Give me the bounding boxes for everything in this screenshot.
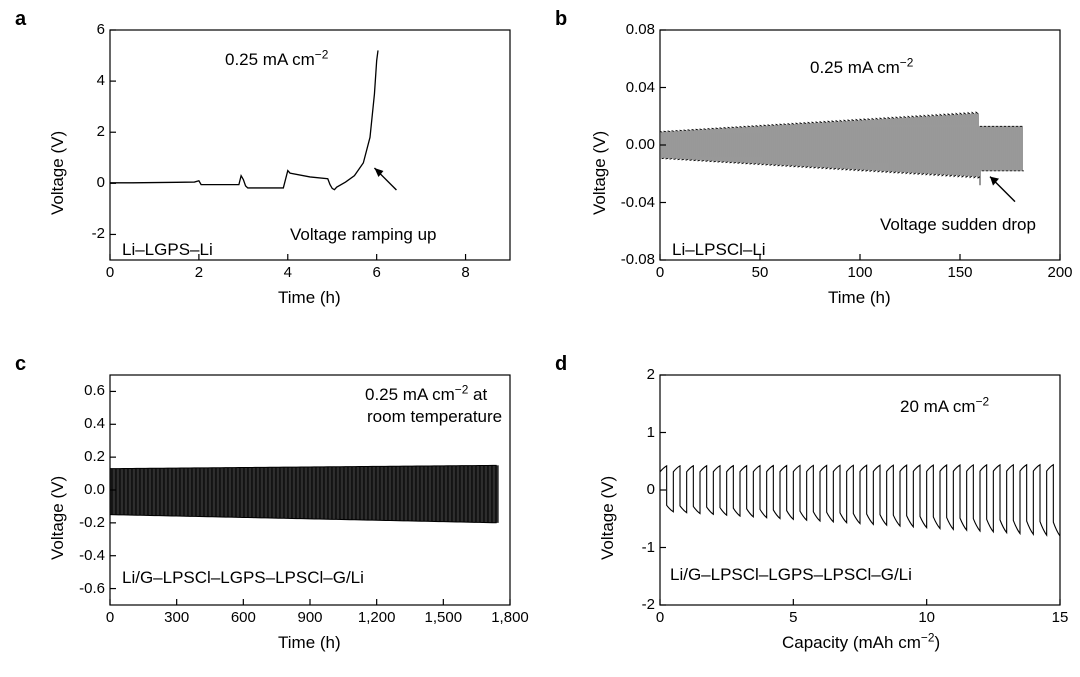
x-tick-label: 2 <box>174 264 224 281</box>
x-tick-label: 5 <box>768 609 818 626</box>
x-tick-label: 10 <box>902 609 952 626</box>
x-tick-label: 300 <box>152 609 202 626</box>
x-tick-label: 8 <box>441 264 491 281</box>
x-tick-label: 100 <box>835 264 885 281</box>
y-tick-label: 6 <box>55 21 105 38</box>
y-tick-label: 0.4 <box>55 415 105 432</box>
x-tick-label: 600 <box>218 609 268 626</box>
x-tick-label: 50 <box>735 264 785 281</box>
y-tick-label: -0.2 <box>55 514 105 531</box>
y-tick-label: 2 <box>605 366 655 383</box>
x-tick-label: 1,800 <box>485 609 535 626</box>
y-tick-label: 0.6 <box>55 382 105 399</box>
x-tick-label: 200 <box>1035 264 1080 281</box>
panel-d-plot <box>0 0 1080 677</box>
x-tick-label: 900 <box>285 609 335 626</box>
x-tick-label: 6 <box>352 264 402 281</box>
y-tick-label: -2 <box>55 225 105 242</box>
y-tick-label: 0.0 <box>55 481 105 498</box>
y-tick-label: -0.4 <box>55 547 105 564</box>
x-tick-label: 4 <box>263 264 313 281</box>
y-tick-label: 0 <box>55 174 105 191</box>
panel-d-current-density: 20 mA cm−2 <box>900 397 989 417</box>
x-tick-label: 1,500 <box>418 609 468 626</box>
x-tick-label: 1,200 <box>352 609 402 626</box>
figure-container: a Voltage (V) Time (h) 0.25 mA cm−2 Li–L… <box>0 0 1080 677</box>
y-tick-label: -0.04 <box>605 194 655 211</box>
x-tick-label: 0 <box>85 609 135 626</box>
y-tick-label: 2 <box>55 123 105 140</box>
y-tick-label: 4 <box>55 72 105 89</box>
x-tick-label: 0 <box>85 264 135 281</box>
y-tick-label: 0 <box>605 481 655 498</box>
y-tick-label: 1 <box>605 424 655 441</box>
panel-d-system-label: Li/G–LPSCl–LGPS–LPSCl–G/Li <box>670 565 912 585</box>
y-tick-label: 0.08 <box>605 21 655 38</box>
y-tick-label: -0.6 <box>55 580 105 597</box>
x-tick-label: 150 <box>935 264 985 281</box>
y-tick-label: 0.00 <box>605 136 655 153</box>
y-tick-label: -2 <box>605 596 655 613</box>
y-tick-label: -1 <box>605 539 655 556</box>
y-tick-label: 0.2 <box>55 448 105 465</box>
y-tick-label: 0.04 <box>605 79 655 96</box>
y-tick-label: -0.08 <box>605 251 655 268</box>
x-tick-label: 15 <box>1035 609 1080 626</box>
panel-d-xlabel: Capacity (mAh cm−2) <box>782 633 940 653</box>
